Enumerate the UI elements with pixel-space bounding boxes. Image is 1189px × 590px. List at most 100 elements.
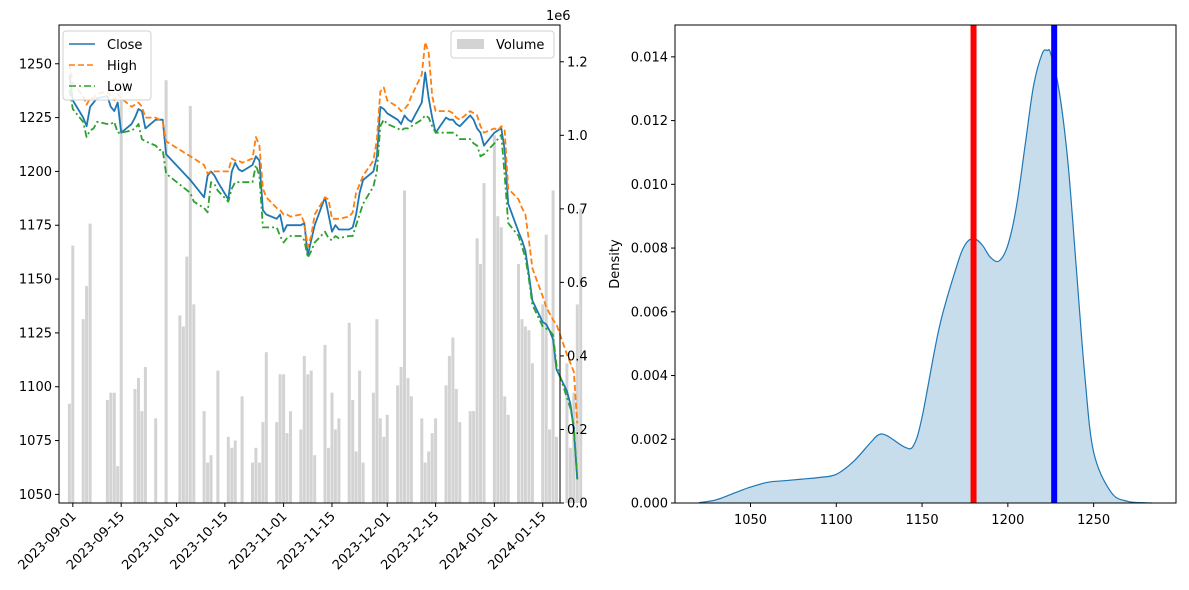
left-y-ticks: 1050 1075 1100 1125 1150 1175 1200 1225 1250 bbox=[19, 57, 59, 503]
y-tick-label: 0.004 bbox=[631, 369, 668, 384]
volume-bar bbox=[475, 238, 479, 504]
volume-bar bbox=[140, 411, 144, 503]
y2-tick-label: 0.2 bbox=[567, 423, 588, 438]
volume-bar bbox=[333, 429, 337, 503]
volume-bar bbox=[371, 392, 375, 503]
volume-bar bbox=[202, 411, 206, 503]
volume-bar bbox=[503, 396, 507, 503]
volume-bar bbox=[282, 374, 286, 503]
volume-bar bbox=[444, 385, 448, 503]
volume-bar bbox=[154, 418, 158, 503]
volume-bar bbox=[185, 256, 189, 503]
volume-bar bbox=[254, 447, 258, 503]
volume-bar bbox=[67, 403, 71, 503]
volume-bar bbox=[523, 326, 527, 503]
volume-bar bbox=[572, 392, 576, 503]
volume-bar bbox=[375, 319, 379, 503]
volume-bar bbox=[506, 414, 510, 503]
volume-bar bbox=[527, 330, 531, 503]
volume-bar bbox=[327, 447, 330, 503]
y-tick-label: 0.012 bbox=[631, 114, 668, 129]
y-tick-label: 1200 bbox=[19, 165, 52, 180]
volume-bar bbox=[544, 234, 548, 503]
volume-bar bbox=[85, 286, 89, 503]
legend-price-box bbox=[62, 30, 152, 101]
y-tick-label: 1050 bbox=[19, 488, 52, 503]
volume-bar bbox=[568, 447, 572, 503]
volume-bar bbox=[396, 385, 400, 503]
price-volume-chart: 2023-09-012023-09-152023-10-012023-10-15… bbox=[16, 9, 588, 573]
legend-volume-label: Volume bbox=[496, 38, 544, 53]
volume-bar bbox=[233, 440, 237, 503]
legend-high-label: High bbox=[107, 59, 137, 74]
volume-bar bbox=[351, 400, 355, 503]
price-lines bbox=[68, 41, 579, 480]
volume-bar bbox=[406, 378, 410, 503]
volume-bars bbox=[67, 80, 583, 504]
left-plot-frame bbox=[58, 24, 561, 504]
y2-tick-label: 1.2 bbox=[567, 55, 588, 70]
series-line-close bbox=[68, 71, 579, 480]
volume-bar bbox=[261, 422, 265, 503]
volume-bar bbox=[579, 208, 583, 504]
y2-tick-label: 0.7 bbox=[567, 202, 588, 217]
volume-bar bbox=[302, 355, 306, 503]
volume-bar bbox=[378, 418, 382, 503]
volume-bar bbox=[309, 370, 313, 503]
volume-bar bbox=[575, 304, 579, 503]
volume-bar bbox=[458, 422, 462, 503]
y2-offset-label: 1e6 bbox=[546, 9, 571, 24]
y2-tick-label: 0.4 bbox=[567, 349, 588, 364]
y-tick-label: 1125 bbox=[19, 326, 52, 341]
volume-bar bbox=[565, 363, 569, 503]
volume-bar bbox=[555, 436, 558, 503]
kde-vlines bbox=[970, 25, 1058, 503]
volume-bar bbox=[358, 370, 362, 503]
kde-fill bbox=[699, 49, 1152, 503]
volume-bar bbox=[116, 466, 120, 503]
y-tick-label: 0.008 bbox=[631, 242, 668, 257]
y2-tick-label: 0.6 bbox=[567, 276, 588, 291]
y2-tick-label: 0.0 bbox=[567, 497, 588, 512]
volume-bar bbox=[137, 378, 140, 503]
volume-bar bbox=[409, 396, 413, 503]
volume-bar bbox=[257, 462, 261, 503]
legend-low-label: Low bbox=[107, 80, 133, 95]
volume-bar bbox=[133, 389, 137, 503]
right-y-ticks: 0.000 0.002 0.004 0.006 0.008 0.010 0.012 0.014 bbox=[631, 50, 675, 512]
volume-bar bbox=[530, 363, 534, 503]
volume-bar bbox=[306, 374, 310, 503]
left-x-ticks: 2023-09-012023-09-152023-10-012023-10-15… bbox=[16, 503, 550, 573]
volume-bar bbox=[71, 245, 75, 503]
volume-bar bbox=[361, 462, 365, 503]
y-tick-label: 0.000 bbox=[631, 497, 668, 512]
volume-bar bbox=[285, 433, 289, 503]
volume-bar bbox=[240, 396, 244, 503]
volume-bar bbox=[337, 418, 341, 503]
series-line-low bbox=[68, 89, 579, 480]
x-tick-label: 1250 bbox=[1077, 513, 1110, 528]
volume-bar bbox=[112, 392, 116, 503]
volume-bar bbox=[427, 451, 431, 503]
volume-bar bbox=[330, 392, 334, 503]
volume-bar bbox=[472, 411, 476, 503]
y-tick-label: 1225 bbox=[19, 111, 52, 126]
right-x-ticks: 1050 1100 1150 1200 1250 bbox=[734, 503, 1110, 528]
volume-bar bbox=[264, 352, 268, 503]
volume-bar bbox=[226, 436, 230, 503]
legend-close-label: Close bbox=[107, 38, 142, 53]
volume-bar bbox=[451, 337, 455, 503]
y-tick-label: 0.002 bbox=[631, 433, 668, 448]
volume-bar bbox=[81, 319, 85, 503]
volume-bar bbox=[482, 183, 486, 503]
volume-bar bbox=[119, 80, 123, 503]
y-tick-label: 1100 bbox=[19, 380, 52, 395]
volume-bar bbox=[430, 433, 434, 503]
volume-bar bbox=[403, 190, 406, 503]
y2-tick-label: 1.0 bbox=[567, 129, 588, 144]
volume-bar bbox=[209, 455, 213, 503]
legend-volume-swatch bbox=[457, 39, 484, 49]
y-tick-label: 1175 bbox=[19, 219, 52, 234]
volume-bar bbox=[468, 411, 472, 503]
